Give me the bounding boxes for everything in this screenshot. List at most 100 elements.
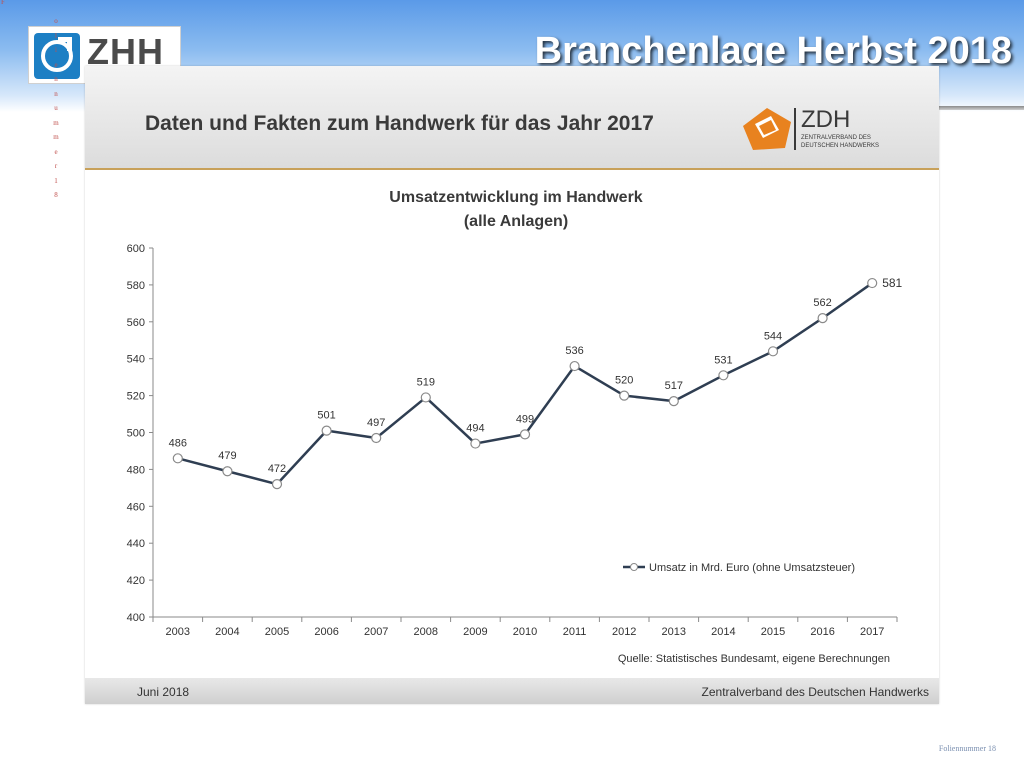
footer-organization: Zentralverband des Deutschen Handwerks bbox=[701, 685, 929, 699]
zdh-emblem-icon bbox=[743, 108, 791, 150]
line-chart: Umsatzentwicklung im Handwerk (alle Anla… bbox=[127, 189, 903, 665]
data-point bbox=[569, 360, 580, 372]
x-tick-label: 2006 bbox=[314, 626, 338, 638]
data-label: 501 bbox=[317, 410, 335, 422]
zdh-subline-1: ZENTRALVERBAND DES bbox=[801, 135, 871, 141]
data-label: 531 bbox=[714, 354, 732, 366]
vertical-letter: e bbox=[54, 60, 58, 69]
chart-source: Quelle: Statistisches Bundesamt, eigene … bbox=[618, 653, 890, 665]
y-tick-label: 560 bbox=[127, 317, 145, 329]
corner-letter: F bbox=[1, 0, 5, 6]
chart-title: Umsatzentwicklung im Handwerk bbox=[389, 189, 642, 206]
x-tick-label: 2012 bbox=[612, 626, 636, 638]
y-axis-ticks: 400 420 440 460 480 500 520 540 560 580 600 bbox=[127, 243, 153, 624]
data-label: 519 bbox=[417, 376, 435, 388]
data-point bbox=[271, 479, 283, 490]
data-label: 536 bbox=[565, 345, 583, 357]
y-tick-label: 480 bbox=[127, 464, 145, 476]
panel-footer: Juni 2018 Zentralverband des Deutschen H… bbox=[85, 678, 939, 704]
x-tick-label: 2005 bbox=[265, 626, 289, 638]
zhh-wordmark: ZHH bbox=[87, 31, 164, 72]
vertical-letter: n bbox=[54, 89, 58, 98]
vertical-letter: l bbox=[55, 31, 57, 40]
vertical-letter: o bbox=[54, 17, 58, 25]
chart-legend: Umsatz in Mrd. Euro (ohne Umsatzsteuer) bbox=[623, 562, 855, 574]
x-tick-label: 2013 bbox=[662, 626, 686, 638]
x-tick-label: 2003 bbox=[166, 626, 190, 638]
x-axis-ticks: 2003 2004 2005 2006 2007 2008 2009 2010 2011 2012… bbox=[152, 617, 898, 638]
x-tick-label: 2008 bbox=[414, 626, 438, 638]
data-point bbox=[321, 425, 332, 436]
data-point bbox=[371, 432, 382, 444]
vertical-letter: m bbox=[53, 133, 59, 141]
zdh-subline: ZENTRALVERBAND DES DEUTSCHEN HANDWERKS bbox=[801, 134, 911, 150]
x-tick-label: 2014 bbox=[711, 626, 735, 638]
data-label: 520 bbox=[615, 375, 633, 387]
vertical-letter: m bbox=[53, 118, 59, 127]
x-tick-label: 2011 bbox=[563, 626, 587, 638]
vertical-letter: 8 bbox=[54, 191, 58, 199]
data-label: 517 bbox=[665, 380, 683, 392]
data-point bbox=[668, 396, 679, 407]
data-point bbox=[519, 429, 531, 440]
data-label: 479 bbox=[218, 450, 236, 462]
y-tick-label: 500 bbox=[127, 428, 145, 440]
data-point bbox=[222, 466, 233, 477]
x-tick-label: 2009 bbox=[463, 626, 487, 638]
vertical-letter: u bbox=[54, 104, 58, 112]
data-label: 544 bbox=[764, 330, 782, 342]
data-label: 486 bbox=[169, 437, 187, 449]
chart-subtitle: (alle Anlagen) bbox=[464, 213, 568, 230]
data-label: 562 bbox=[813, 297, 831, 309]
vertical-letter: i bbox=[55, 46, 57, 54]
data-label: 581 bbox=[882, 276, 902, 290]
zdh-logo: ZDH ZENTRALVERBAND DES DEUTSCHEN HANDWER… bbox=[741, 106, 901, 152]
series-line bbox=[177, 282, 873, 486]
y-tick-label: 460 bbox=[127, 501, 145, 513]
y-tick-label: 420 bbox=[127, 575, 145, 587]
y-tick-label: 440 bbox=[127, 538, 145, 550]
series-line-path bbox=[177, 282, 873, 486]
panel-header: Daten und Fakten zum Handwerk für das Ja… bbox=[85, 66, 939, 170]
slide-number: Foliennummer 18 bbox=[938, 744, 996, 753]
y-tick-label: 600 bbox=[127, 243, 145, 255]
zdh-divider bbox=[794, 108, 796, 150]
data-label: 499 bbox=[516, 413, 534, 425]
x-tick-label: 2015 bbox=[761, 626, 785, 638]
data-point bbox=[767, 346, 779, 357]
data-point bbox=[718, 370, 729, 381]
y-tick-label: 540 bbox=[127, 354, 145, 366]
slide-title: Branchenlage Herbst 2018 bbox=[534, 30, 1012, 72]
data-point bbox=[470, 438, 481, 449]
legend-marker-icon bbox=[630, 563, 638, 571]
zdh-wordmark: ZDH bbox=[801, 106, 851, 133]
y-tick-label: 580 bbox=[127, 280, 145, 292]
x-tick-label: 2007 bbox=[364, 626, 388, 638]
x-tick-label: 2017 bbox=[860, 626, 884, 638]
data-point bbox=[172, 453, 183, 464]
data-labels: 486 479 472 501 497 519 494 499 536 520 517 531 544 5… bbox=[169, 276, 903, 475]
x-tick-label: 2010 bbox=[513, 626, 537, 638]
footer-date: Juni 2018 bbox=[137, 685, 190, 699]
zdh-subline-2: DEUTSCHEN HANDWERKS bbox=[801, 143, 880, 149]
vertical-letter: 1 bbox=[54, 176, 58, 185]
zhh-emblem-icon bbox=[34, 33, 80, 79]
x-tick-label: 2004 bbox=[215, 626, 239, 638]
content-panel: Daten und Fakten zum Handwerk für das Ja… bbox=[85, 66, 939, 704]
data-point bbox=[420, 392, 431, 403]
vertical-letter: e bbox=[54, 147, 58, 156]
x-tick-label: 2016 bbox=[810, 626, 834, 638]
data-label: 494 bbox=[466, 423, 484, 435]
legend-label: Umsatz in Mrd. Euro (ohne Umsatzsteuer) bbox=[649, 562, 855, 574]
y-tick-label: 520 bbox=[127, 391, 145, 403]
data-point bbox=[817, 313, 828, 324]
data-label: 472 bbox=[268, 463, 286, 475]
panel-heading: Daten und Fakten zum Handwerk für das Ja… bbox=[145, 112, 654, 135]
data-point bbox=[619, 390, 630, 401]
data-points bbox=[172, 277, 878, 490]
vertical-letter: n bbox=[54, 75, 58, 83]
vertical-letter: r bbox=[54, 162, 58, 170]
data-point bbox=[867, 277, 878, 289]
y-tick-label: 400 bbox=[127, 612, 145, 624]
